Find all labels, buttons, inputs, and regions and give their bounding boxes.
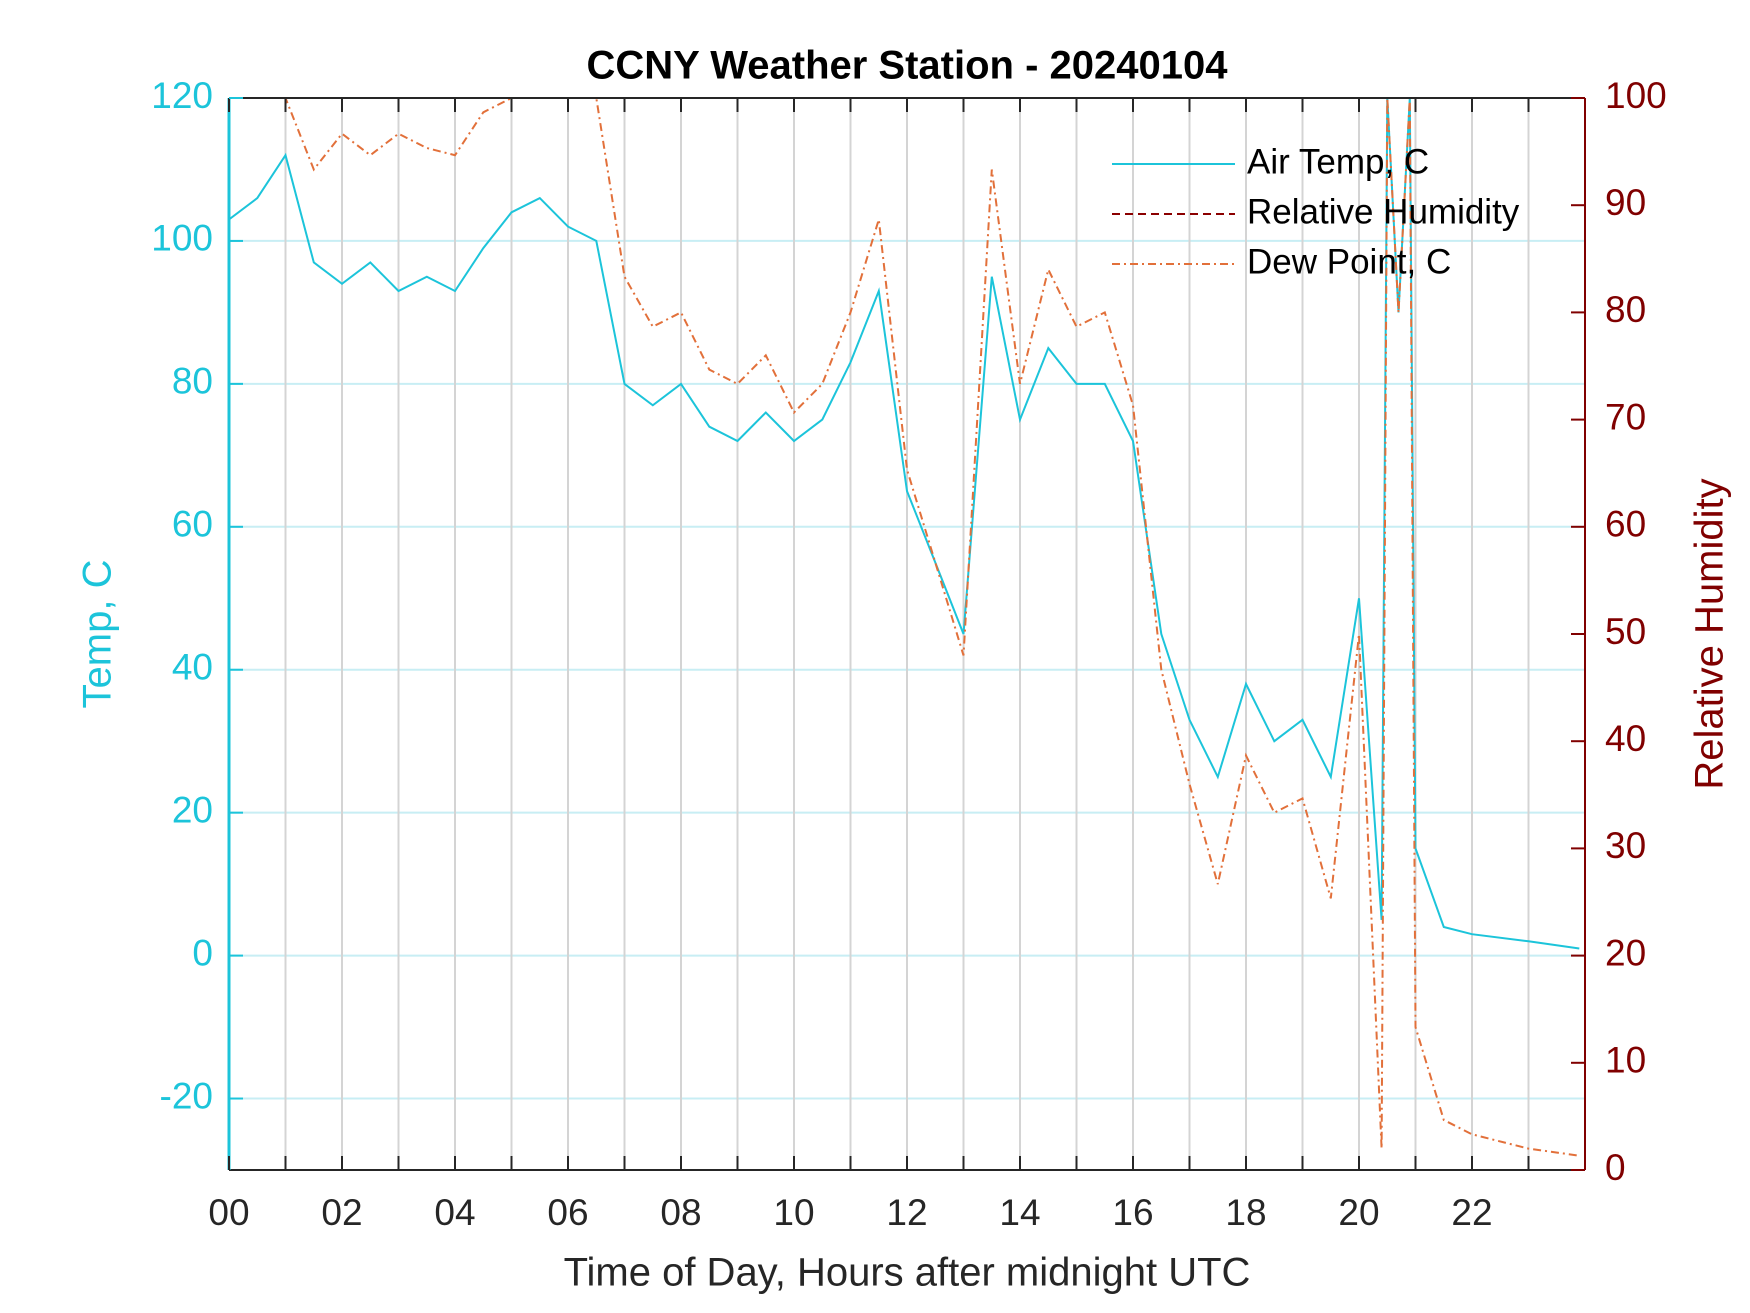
x-tick-label: 08 — [660, 1192, 701, 1233]
series-line — [229, 97, 1580, 1157]
y2-tick-label: 100 — [1605, 75, 1667, 116]
y-tick-label: 60 — [172, 504, 213, 545]
series-line — [229, 97, 1580, 950]
x-axis-label: Time of Day, Hours after midnight UTC — [564, 1251, 1251, 1295]
x-tick-label: 14 — [999, 1192, 1040, 1233]
y-axis-label: Temp, C — [76, 560, 120, 709]
y2-axis-label: Relative Humidity — [1688, 478, 1732, 789]
y2-tick-label: 60 — [1605, 504, 1646, 545]
x-tick-label: 02 — [321, 1192, 362, 1233]
y2-tick-label: 20 — [1605, 932, 1646, 973]
y-tick-label: 0 — [192, 932, 213, 973]
y2-tick-label: 40 — [1605, 718, 1646, 759]
y2-tick-label: 80 — [1605, 289, 1646, 330]
y2-tick-label: 50 — [1605, 611, 1646, 652]
x-tick-label: 18 — [1225, 1192, 1266, 1233]
x-tick-label: 06 — [547, 1192, 588, 1233]
y-tick-label: 40 — [172, 647, 213, 688]
x-tick-label: 20 — [1338, 1192, 1379, 1233]
x-tick-label: 16 — [1112, 1192, 1153, 1233]
y2-tick-label: 10 — [1605, 1040, 1646, 1081]
legend-label: Dew Point, C — [1247, 242, 1451, 281]
y2-tick-label: 0 — [1605, 1147, 1626, 1188]
y-tick-label: 120 — [151, 75, 213, 116]
y2-tick-label: 30 — [1605, 825, 1646, 866]
y-tick-label: 100 — [151, 218, 213, 259]
y-tick-label: 20 — [172, 789, 213, 830]
legend-label: Air Temp, C — [1247, 142, 1429, 181]
x-tick-label: 22 — [1451, 1192, 1492, 1233]
legend-label: Relative Humidity — [1247, 192, 1520, 231]
y-tick-label: 80 — [172, 361, 213, 402]
x-tick-label: 04 — [434, 1192, 475, 1233]
x-tick-label: 12 — [886, 1192, 927, 1233]
x-tick-label: 00 — [208, 1192, 249, 1233]
y-tick-label: -20 — [160, 1075, 213, 1116]
x-tick-label: 10 — [773, 1192, 814, 1233]
chart-title: CCNY Weather Station - 20240104 — [587, 44, 1229, 88]
y2-tick-label: 70 — [1605, 396, 1646, 437]
y2-tick-label: 90 — [1605, 182, 1646, 223]
